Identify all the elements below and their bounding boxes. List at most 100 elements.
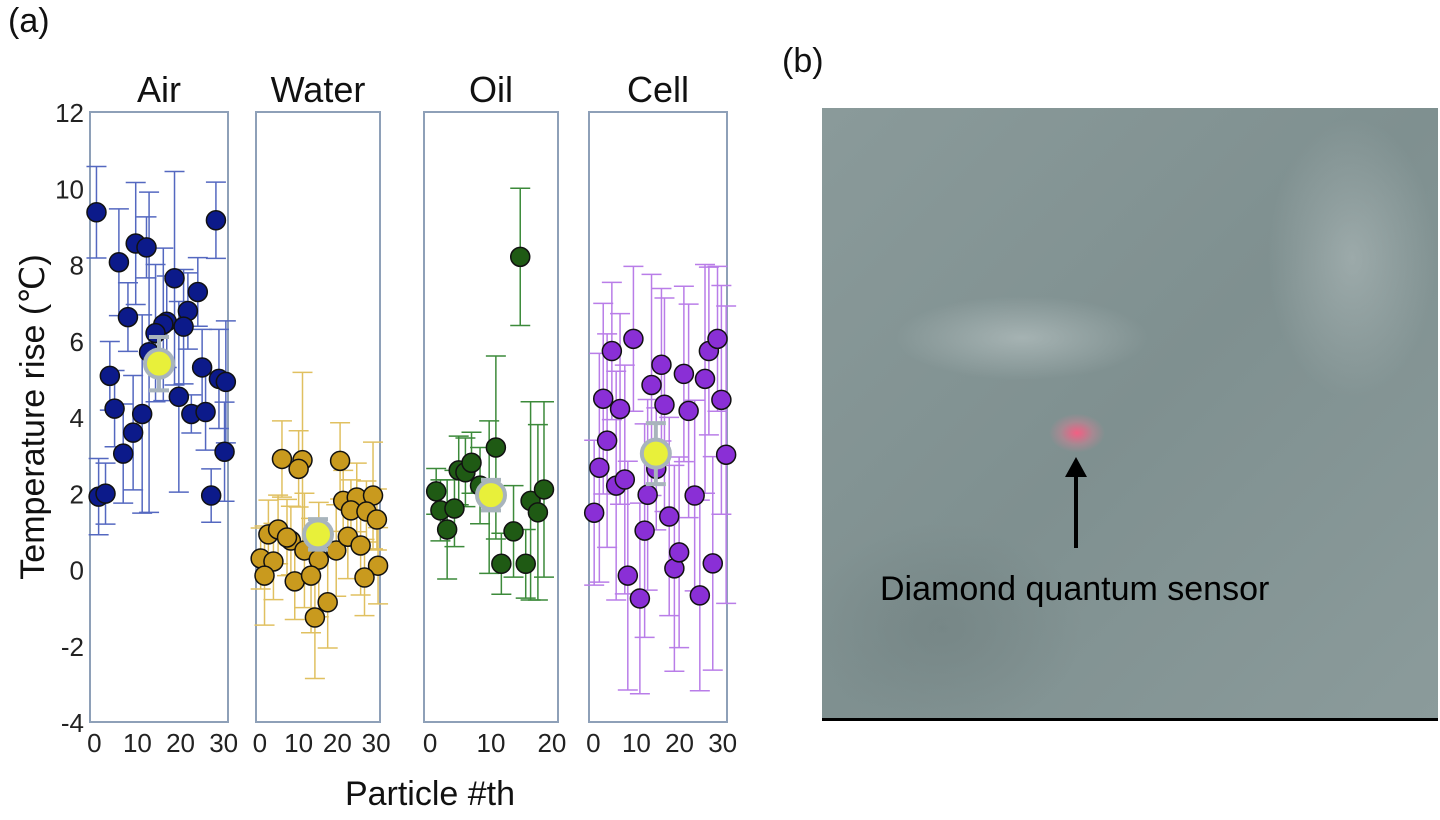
data-point xyxy=(694,368,716,390)
y-tick-label: 12 xyxy=(55,98,84,128)
panel-title: Water xyxy=(271,69,366,110)
panel-frame xyxy=(255,111,381,723)
x-tick-label: 0 xyxy=(586,728,600,758)
data-point xyxy=(444,498,465,519)
data-point xyxy=(117,306,139,328)
data-point xyxy=(658,506,680,527)
data-point xyxy=(592,388,614,409)
data-point xyxy=(329,450,351,472)
arrow-up-icon xyxy=(1065,457,1087,548)
y-tick-label: 8 xyxy=(70,251,84,281)
data-point xyxy=(673,363,695,385)
data-point xyxy=(276,527,298,548)
panel-cell: Cell 0 10 20 30 xyxy=(583,69,737,758)
data-point xyxy=(200,485,222,506)
data-point xyxy=(533,479,555,500)
data-point xyxy=(634,520,655,541)
data-point xyxy=(641,374,662,396)
data-point xyxy=(503,521,524,542)
x-tick-label: 20 xyxy=(665,728,694,758)
data-point xyxy=(300,565,322,586)
x-tick-label: 30 xyxy=(708,728,737,758)
data-point xyxy=(436,519,458,540)
data-point xyxy=(601,340,623,362)
x-tick-label: 0 xyxy=(423,728,437,758)
panel-title: Cell xyxy=(627,69,689,110)
x-tick-label: 0 xyxy=(253,728,267,758)
data-point xyxy=(491,553,512,575)
x-tick-label: 20 xyxy=(323,728,352,758)
data-point xyxy=(711,389,732,411)
data-point xyxy=(689,585,711,606)
mean-point xyxy=(302,518,334,551)
data-point xyxy=(108,251,130,273)
data-point xyxy=(715,444,737,465)
data-point xyxy=(629,588,651,609)
sensor-annotation: Diamond quantum sensor xyxy=(880,570,1270,608)
data-point xyxy=(168,386,190,408)
data-point xyxy=(187,281,209,303)
data-point xyxy=(214,441,235,462)
panel-title: Oil xyxy=(469,69,513,110)
data-point xyxy=(173,316,194,337)
data-point xyxy=(317,592,338,613)
data-point xyxy=(637,484,658,506)
data-point xyxy=(461,452,482,473)
data-point xyxy=(195,401,216,423)
y-tick-label: 0 xyxy=(70,556,84,586)
data-point xyxy=(288,458,309,480)
data-point xyxy=(678,400,699,422)
panel-a-label: (a) xyxy=(8,2,50,40)
x-tick-label: 20 xyxy=(166,728,195,758)
data-point xyxy=(122,422,144,443)
data-point xyxy=(145,322,166,344)
data-point xyxy=(702,553,724,574)
data-point xyxy=(509,246,531,268)
y-tick-label: -2 xyxy=(61,632,84,662)
x-axis-label: Particle #th xyxy=(345,775,515,813)
y-axis-label: Temperature rise (℃) xyxy=(14,254,52,579)
data-point xyxy=(609,398,631,420)
data-point xyxy=(104,398,125,419)
panel-frame xyxy=(588,111,728,723)
x-tick-label: 10 xyxy=(477,728,506,758)
data-point xyxy=(112,443,134,464)
data-point xyxy=(164,267,185,289)
data-point xyxy=(614,469,636,490)
y-tick-label: 6 xyxy=(70,327,84,357)
data-point xyxy=(86,202,107,223)
data-point xyxy=(350,535,371,556)
mean-point xyxy=(143,347,175,380)
data-point xyxy=(654,394,675,416)
data-point xyxy=(215,371,237,393)
data-point xyxy=(254,565,275,586)
panel-air: Air 0 10 20 30 xyxy=(86,69,238,758)
data-point xyxy=(425,481,447,502)
x-tick-label: 20 xyxy=(537,728,566,758)
data-point xyxy=(668,542,690,563)
data-point xyxy=(354,567,375,588)
x-tick-label: 30 xyxy=(362,728,391,758)
x-tick-label: 10 xyxy=(284,728,313,758)
panel-b-label: (b) xyxy=(782,42,824,80)
data-point xyxy=(527,502,549,523)
y-tick-label: 2 xyxy=(70,479,84,509)
mean-point xyxy=(475,479,507,512)
x-tick-label: 0 xyxy=(87,728,101,758)
y-tick-label: -4 xyxy=(61,708,84,738)
panel-title: Air xyxy=(137,69,181,110)
data-point xyxy=(95,483,116,504)
panel-oil: Oil 0 10 20 xyxy=(423,69,567,758)
data-point xyxy=(485,437,507,458)
data-point xyxy=(651,354,672,376)
panel-frame xyxy=(423,111,559,723)
panel-water: Water 0 10 20 30 xyxy=(250,69,391,758)
data-point xyxy=(684,485,705,506)
data-point xyxy=(191,357,213,378)
mean-point xyxy=(639,437,672,470)
data-point xyxy=(99,365,121,387)
data-point xyxy=(707,328,728,350)
data-point xyxy=(271,448,293,470)
x-tick-label: 10 xyxy=(622,728,651,758)
x-tick-label: 30 xyxy=(209,728,238,758)
